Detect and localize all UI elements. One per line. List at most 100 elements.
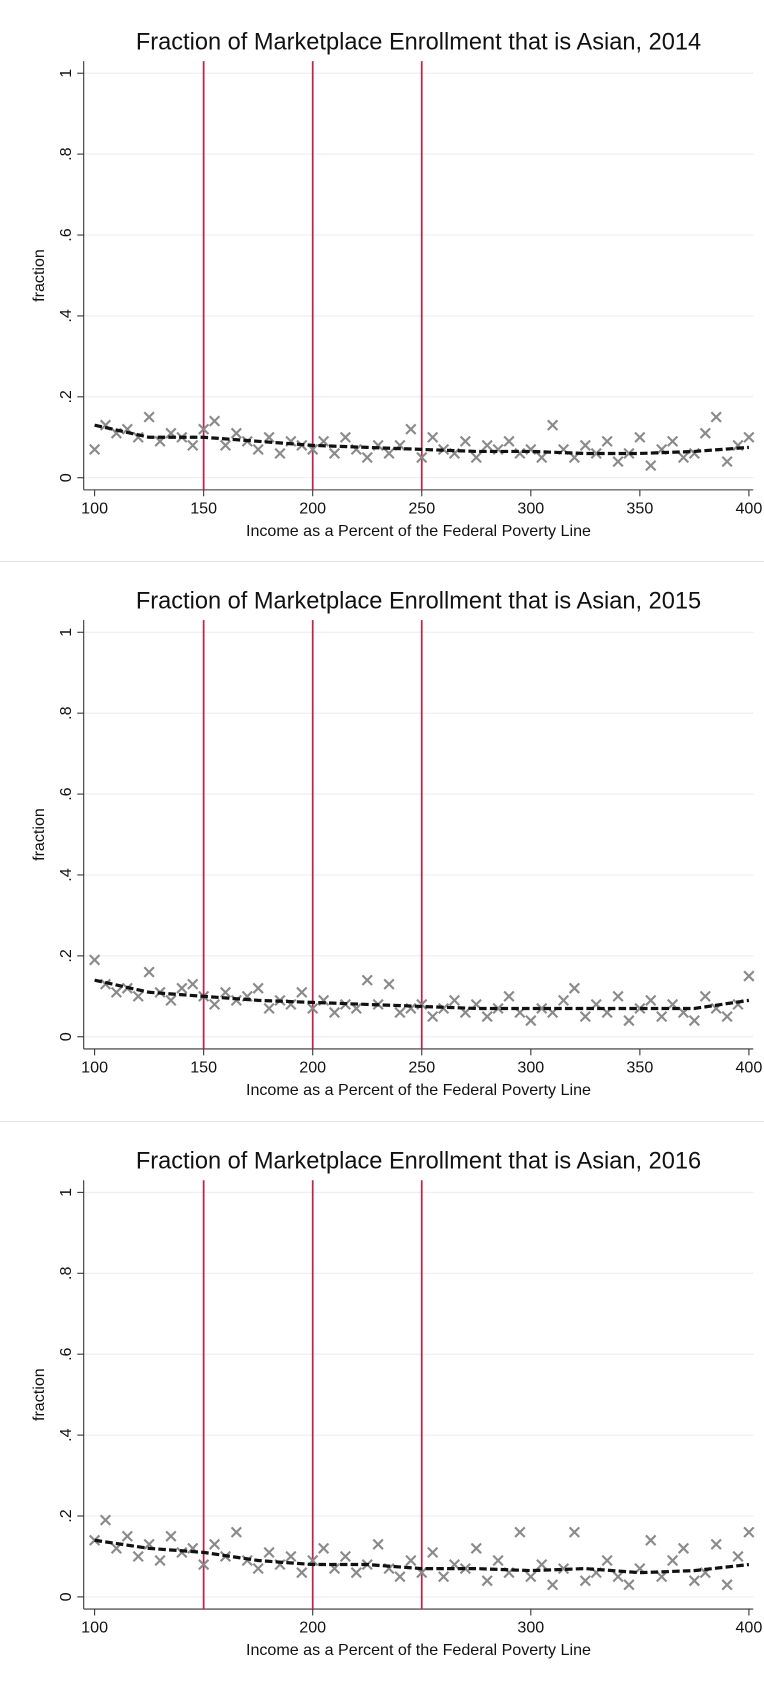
x-tick-label: 100 [81,1619,108,1637]
x-tick-label: 300 [517,1058,544,1076]
scatter-point [623,447,635,460]
scatter-point [405,423,417,435]
plot-area [83,61,754,490]
x-tick-label: 300 [517,1619,544,1637]
scatter-point [132,1550,144,1563]
scatter-point [459,1563,471,1575]
x-tick-label: 100 [81,1058,108,1076]
scatter-point [361,451,373,464]
scatter-point [296,1567,308,1579]
scatter-point [252,1563,264,1575]
scatter-point [459,435,471,447]
scatter-point [285,1550,297,1563]
scatter-point [89,1534,101,1546]
panel: Fraction of Marketplace Enrollment that … [30,29,762,540]
scatter-point [666,435,679,447]
scatter-point [394,1006,406,1019]
scatter-point [198,423,210,435]
y-tick-label: 0 [57,1032,75,1041]
scatter-point [143,966,155,978]
scatter-point [677,1542,690,1554]
x-axis-label: Income as a Percent of the Federal Pover… [246,1641,591,1659]
scatter-point [383,978,395,990]
scatter-point [503,990,515,1002]
scatter-point [143,411,155,423]
scatter-point [339,431,352,443]
y-axis-label: fraction [30,1368,48,1421]
y-tick-label: .8 [57,147,75,160]
panel: Fraction of Marketplace Enrollment that … [0,560,764,1099]
y-tick-label: .2 [57,949,75,962]
fit-line [94,1538,750,1575]
scatter-point [437,1571,450,1583]
scatter-point [176,1546,188,1558]
y-tick-label: .4 [57,309,75,322]
scatter-point [427,1010,439,1023]
y-tick-label: 1 [57,628,75,637]
x-tick-label: 150 [190,499,217,517]
scatter-point [721,1010,733,1023]
scatter-point [427,431,439,443]
scatter-point [656,1010,668,1023]
scatter-point [350,1567,362,1579]
scatter-point [547,1579,559,1591]
scatter-point [634,1002,646,1015]
plot-area [83,1180,754,1610]
x-tick-label: 150 [190,1058,217,1076]
scatter-point [252,982,264,994]
x-tick-label: 250 [408,499,435,517]
scatter-point [296,986,308,998]
y-tick-label: 0 [57,473,75,482]
scatter-point [612,1571,624,1583]
scatter-point [132,990,144,1002]
scatter-point [328,1006,341,1019]
plot-area [83,620,754,1049]
scatter-point [176,982,188,994]
scatter-point [557,1563,570,1575]
scatter-point [416,451,428,464]
y-tick-label: .8 [57,706,75,719]
y-tick-label: .4 [57,868,75,881]
y-tick-label: .6 [57,228,75,241]
scatter-point [274,447,286,460]
scatter-point [645,1534,657,1546]
scatter-point [198,1558,210,1571]
y-tick-label: .2 [57,390,75,403]
x-tick-label: 400 [735,499,762,517]
scatter-point [612,455,624,468]
scatter-point [481,1010,493,1023]
scatter-point [743,1526,755,1538]
x-tick-label: 350 [626,499,653,517]
scatter-point [470,451,482,464]
scatter-point [230,427,242,439]
x-axis-label: Income as a Percent of the Federal Pover… [246,522,591,540]
x-tick-label: 100 [81,499,108,517]
scatter-point [601,435,613,447]
scatter-point [677,451,690,464]
scatter-point [536,1002,548,1015]
scatter-point [481,439,493,451]
scatter-point [492,1554,504,1567]
x-tick-label: 250 [408,1058,435,1076]
scatter-point [263,1546,275,1558]
scatter-point [645,994,657,1006]
scatter-point [208,415,221,427]
scatter-point [110,986,122,998]
scatter-point [699,427,711,439]
scatter-point [492,1002,504,1015]
scatter-point [721,1579,733,1591]
scatter-point [547,419,559,431]
x-tick-label: 300 [517,499,544,517]
x-tick-label: 200 [299,1619,326,1637]
scatter-point [525,1015,537,1027]
scatter-point [557,994,570,1006]
x-axis-label: Income as a Percent of the Federal Pover… [246,1081,591,1099]
scatter-point [579,439,591,451]
scatter-point [208,998,221,1011]
scatter-point [427,1546,439,1558]
scatter-point [318,1542,330,1554]
scatter-point [165,994,177,1006]
scatter-point [99,1514,112,1526]
scatter-point [154,1554,166,1567]
scatter-point [568,982,581,994]
